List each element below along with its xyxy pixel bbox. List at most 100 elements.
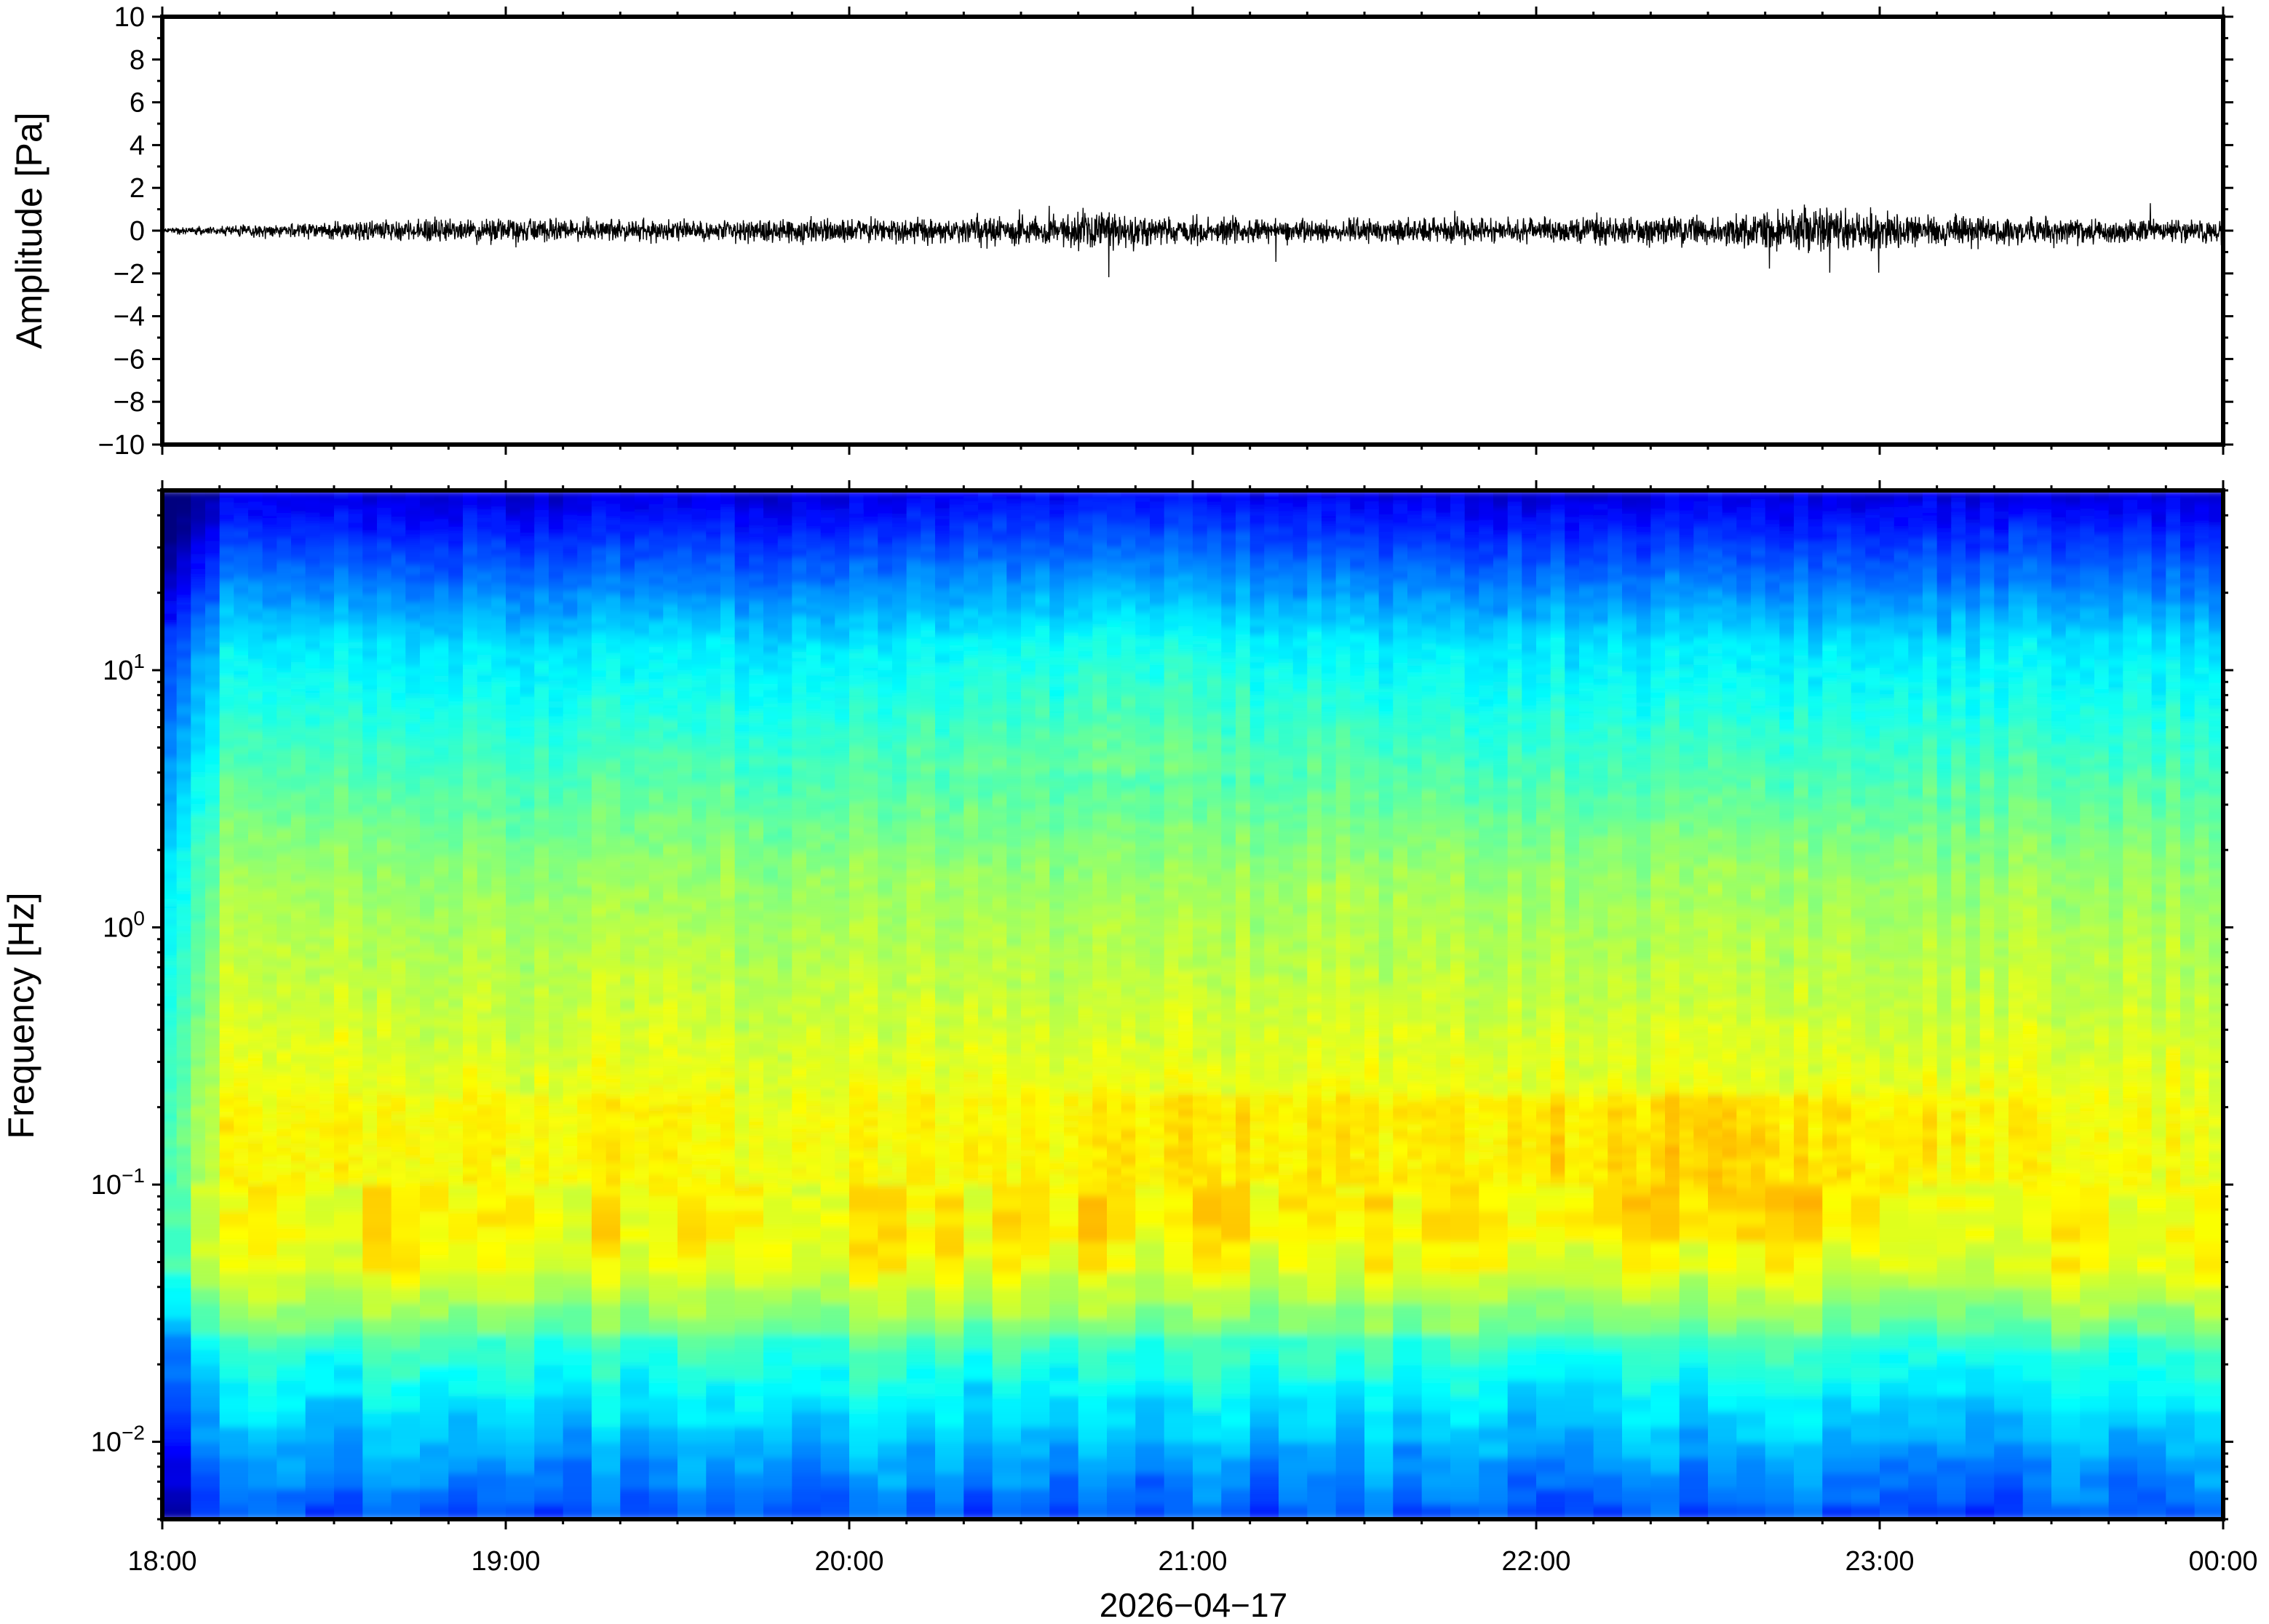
spectrogram-cell: [1565, 1350, 1594, 1366]
spectrogram-cell: [1680, 1185, 1709, 1195]
spectrogram-cell: [234, 699, 249, 703]
spectrogram-cell: [935, 1195, 964, 1211]
spectrogram-cell: [1650, 1211, 1680, 1227]
spectrogram-cell: [220, 873, 235, 877]
spectrogram-cell: [907, 1427, 936, 1443]
spectrogram-cell: [420, 1257, 449, 1273]
spectrogram-cell: [362, 580, 378, 584]
spectrogram-cell: [263, 683, 278, 687]
spectrogram-cell: [1622, 1257, 1651, 1273]
spectrogram-cell: [506, 1303, 535, 1319]
spectrogram-cell: [362, 513, 378, 517]
spectrogram-cell: [1364, 1211, 1394, 1227]
spectrogram-cell: [349, 873, 364, 877]
spectrogram-cell: [220, 956, 235, 960]
spectrogram-cell: [448, 1303, 477, 1319]
spectrogram-cell: [191, 802, 206, 805]
spectrogram-cell: [993, 1273, 1022, 1289]
spectrogram-cell: [334, 1396, 363, 1412]
spectrogram-cell: [1393, 1457, 1422, 1473]
spectrogram-cell: [205, 1111, 220, 1115]
spectrogram-cell: [205, 735, 220, 739]
spectrogram-cell: [1078, 1457, 1108, 1473]
spectrogram-cell: [392, 1288, 421, 1304]
spectrogram-cell: [162, 1473, 191, 1489]
spectrogram-cell: [234, 580, 249, 584]
spectrogram-cell: [1393, 1334, 1422, 1350]
spectrogram-cell: [821, 1226, 850, 1242]
spectrogram-cell: [220, 580, 235, 584]
spectrogram-cell: [362, 699, 378, 703]
spectrogram-cell: [1450, 1489, 1479, 1505]
spectrogram-cell: [2023, 1412, 2052, 1428]
spectrogram-cell: [306, 1288, 335, 1304]
spectrogram-cell: [2109, 1457, 2138, 1473]
spectrogram-cell: [319, 837, 335, 841]
spectrogram-cell: [1594, 1365, 1623, 1381]
spectrogram-cell: [1908, 1226, 1937, 1242]
spectrogram-cell: [620, 1412, 649, 1428]
spectrogram-cell: [362, 905, 378, 909]
spectrogram-cell: [220, 1130, 235, 1134]
spectrogram-cell: [319, 751, 335, 755]
spectrogram-cell: [1650, 1226, 1680, 1242]
spectrogram-cell: [1794, 1241, 1823, 1257]
spectrogram-cell: [277, 667, 292, 671]
spectrogram-cell: [1650, 1257, 1680, 1273]
spectrogram-cell: [263, 735, 278, 739]
spectrogram-cell: [448, 1226, 477, 1242]
spectrogram-cell: [1336, 1380, 1365, 1396]
spectrogram-cell: [563, 1273, 592, 1289]
spectrogram-cell: [2109, 1288, 2138, 1304]
spectrogram-cell: [2137, 1396, 2166, 1412]
spectrogram-cell: [349, 1078, 364, 1082]
spectrogram-cell: [1565, 1185, 1594, 1195]
spectrogram-cell: [907, 1380, 936, 1396]
spectrogram-cell: [349, 632, 364, 635]
spectrogram-cell: [1078, 1412, 1108, 1428]
spectrogram-cell: [306, 1396, 335, 1412]
spectrogram-cell: [191, 1442, 220, 1458]
spectrogram-cell: [2166, 1211, 2195, 1227]
spectrogram-cell: [1794, 1226, 1823, 1242]
spectrogram-cell: [1736, 1396, 1765, 1412]
spectrogram-cell: [1937, 1412, 1966, 1428]
spectrogram-cell: [277, 802, 292, 805]
spectrogram-cell: [1164, 1412, 1193, 1428]
spectrogram-cell: [1508, 1241, 1537, 1257]
spectrogram-cell: [1594, 1427, 1623, 1443]
spectrogram-cell: [1364, 1442, 1394, 1458]
spectrogram-cell: [1565, 1303, 1594, 1319]
spectrogram-cell: [1422, 1241, 1451, 1257]
spectrogram-cell: [349, 529, 364, 533]
spectrogram-cell: [706, 1257, 735, 1273]
spectrogram-cell: [392, 1412, 421, 1428]
spectrogram-cell: [319, 802, 335, 805]
spectrogram-cell: [563, 1427, 592, 1443]
waveform-y-tick-label: −2: [114, 259, 145, 290]
spectrogram-cell: [162, 837, 178, 841]
spectrogram-cell: [677, 1396, 707, 1412]
spectrogram-cell: [1736, 1318, 1765, 1334]
spectrogram-cell: [1880, 1489, 1909, 1505]
spectrogram-cell: [1021, 1257, 1050, 1273]
spectrogram-cell: [306, 1412, 335, 1428]
spectrogram-cell: [1680, 1318, 1709, 1334]
spectrogram-cell: [1049, 1318, 1078, 1334]
spectrogram-cell: [1307, 1427, 1336, 1443]
spectrogram-cell: [1908, 1241, 1937, 1257]
spectrogram-cell: [349, 940, 364, 944]
spectrogram-cell: [1622, 1211, 1651, 1227]
spectrogram-cell: [220, 1111, 235, 1115]
spectrogram-cell: [993, 1195, 1022, 1211]
spectrogram-cell: [907, 1442, 936, 1458]
spectrogram-cell: [677, 1334, 707, 1350]
spectrogram-cell: [563, 1380, 592, 1396]
spectrogram-cell: [2080, 1241, 2109, 1257]
spectrogram-cell: [306, 889, 321, 893]
spectrogram-cell: [306, 1185, 335, 1195]
spectrogram-cell: [277, 821, 292, 825]
spectrogram-cell: [234, 616, 249, 619]
spectrogram-cell: [2023, 1303, 2052, 1319]
spectrogram-cell: [362, 1412, 392, 1428]
